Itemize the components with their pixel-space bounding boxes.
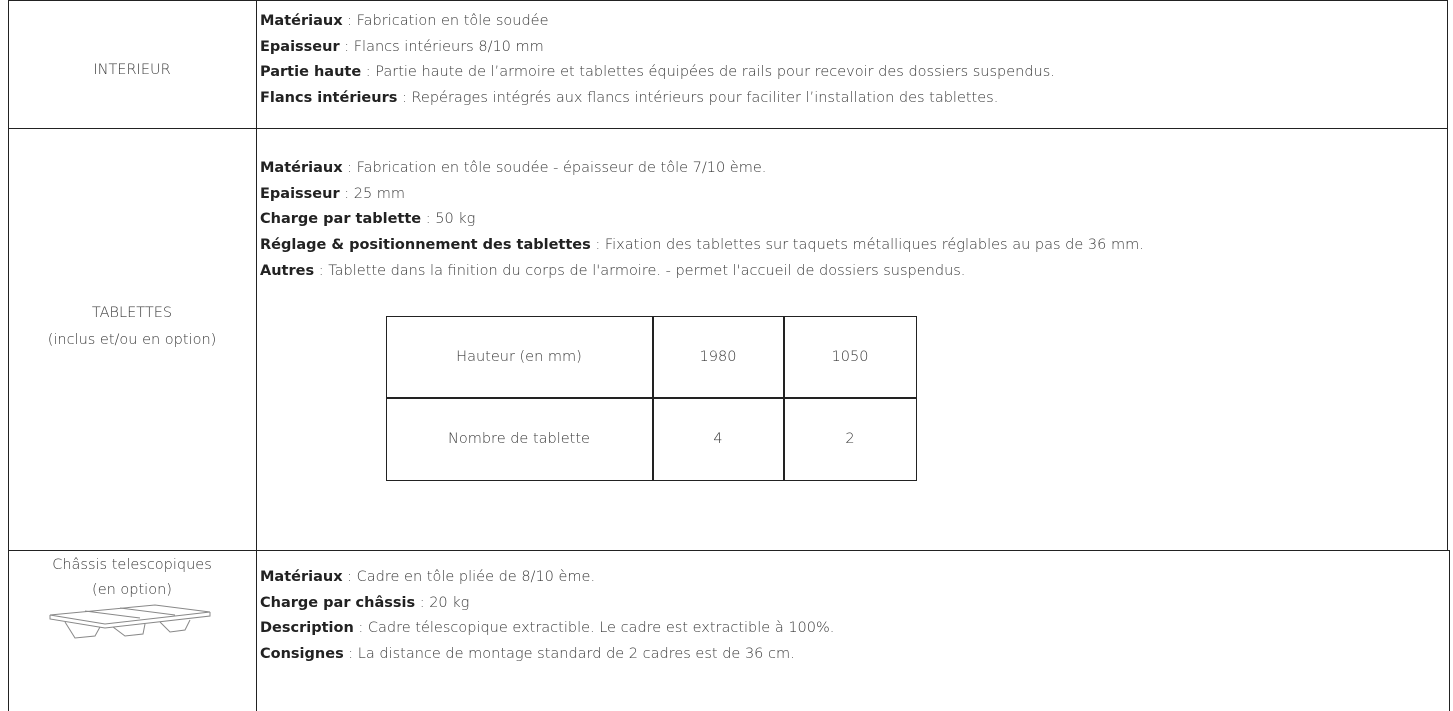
spec-text: : Partie haute de l’armoire et tablettes…: [361, 64, 1055, 81]
spec-text: : Cadre télescopique extractible. Le cad…: [353, 620, 835, 637]
spec-line: Charge par tablette : 50 kg: [260, 206, 475, 232]
spec-line: Charge par châssis : 20 kg: [260, 590, 469, 616]
table-cell: Nombre de tablette: [385, 398, 653, 481]
spec-term: Partie haute: [260, 64, 362, 81]
spec-text: : Fabrication en tôle soudée - épaisseur…: [342, 160, 767, 176]
spec-term: Charge par tablette: [260, 211, 422, 228]
table-cell: 4: [652, 398, 784, 481]
spec-line: Epaisseur : 25 mm: [260, 181, 405, 207]
spec-line: Matériaux : Fabrication en tôle soudée: [260, 8, 549, 34]
spec-text: : 20 kg: [415, 594, 470, 611]
spec-text: : Cadre en tôle pliée de 8/10 ème.: [342, 569, 596, 585]
spec-term: Epaisseur: [260, 185, 340, 202]
spec-line: Description : Cadre télescopique extract…: [260, 615, 834, 641]
spec-line: Matériaux : Fabrication en tôle soudée -…: [260, 155, 766, 181]
row-label: Châssis telescopiques: [52, 557, 212, 573]
spec-line: Matériaux : Cadre en tôle pliée de 8/10 …: [260, 564, 595, 590]
spec-term: Autres: [260, 262, 315, 279]
spec-text: : 25 mm: [339, 185, 406, 202]
spec-text: : 50 kg: [421, 211, 476, 228]
spec-line: Epaisseur : Flancs intérieurs 8/10 mm: [260, 34, 544, 60]
border: [256, 0, 257, 711]
spec-term: Consignes: [260, 646, 344, 663]
table-cell: 1980: [652, 315, 784, 398]
spec-term: Epaisseur: [260, 38, 340, 55]
row-label: TABLETTES: [91, 305, 173, 321]
spec-term: Matériaux: [260, 13, 343, 29]
spec-text: : Fabrication en tôle soudée: [342, 13, 549, 29]
border: [8, 0, 1448, 1]
table-cell: 2: [783, 398, 917, 481]
border: [8, 128, 1448, 129]
spec-text: : Repérages intégrés aux flancs intérieu…: [397, 90, 999, 107]
border: [1447, 0, 1448, 550]
spec-line: Réglage & positionnement des tablettes :…: [260, 232, 1144, 258]
spec-line: Autres : Tablette dans la finition du co…: [260, 258, 965, 284]
spec-line: Flancs intérieurs : Repérages intégrés a…: [260, 85, 998, 111]
spec-term: Charge par châssis: [260, 594, 416, 611]
spec-term: Réglage & positionnement des tablettes: [260, 237, 591, 254]
spec-text: : La distance de montage standard de 2 c…: [343, 646, 795, 663]
spec-term: Flancs intérieurs: [260, 90, 398, 107]
spec-text: : Fixation des tablettes sur taquets mét…: [590, 237, 1144, 254]
table-cell: Hauteur (en mm): [385, 315, 653, 398]
table-cell: 1050: [783, 315, 917, 398]
chassis-icon: [49, 604, 211, 639]
border: [8, 550, 1450, 551]
row-label: (inclus et/ou en option): [47, 332, 217, 348]
spec-line: Consignes : La distance de montage stand…: [260, 641, 795, 667]
spec-text: : Tablette dans la finition du corps de …: [314, 262, 966, 279]
row-label: (en option): [92, 582, 172, 598]
spec-term: Matériaux: [260, 160, 343, 176]
spec-line: Partie haute : Partie haute de l’armoire…: [260, 59, 1055, 85]
border: [1449, 550, 1450, 711]
row-label: INTERIEUR: [93, 62, 171, 78]
spec-term: Description: [260, 620, 354, 637]
spec-text: : Flancs intérieurs 8/10 mm: [339, 38, 544, 55]
spec-term: Matériaux: [260, 569, 343, 585]
border: [8, 0, 9, 711]
